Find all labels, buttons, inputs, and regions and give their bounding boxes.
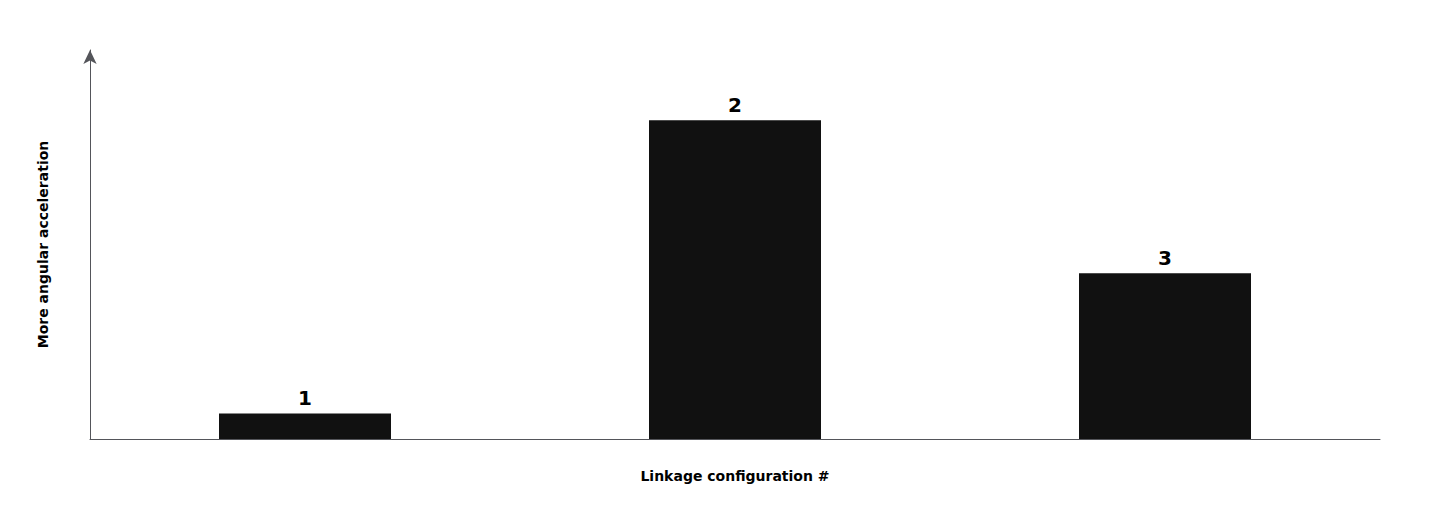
svg-text:2: 2 xyxy=(728,93,742,117)
svg-text:More angular acceleration: More angular acceleration xyxy=(35,141,51,349)
svg-text:1: 1 xyxy=(298,386,312,410)
svg-text:Linkage configuration #: Linkage configuration # xyxy=(640,468,829,484)
svg-text:3: 3 xyxy=(1158,246,1172,270)
